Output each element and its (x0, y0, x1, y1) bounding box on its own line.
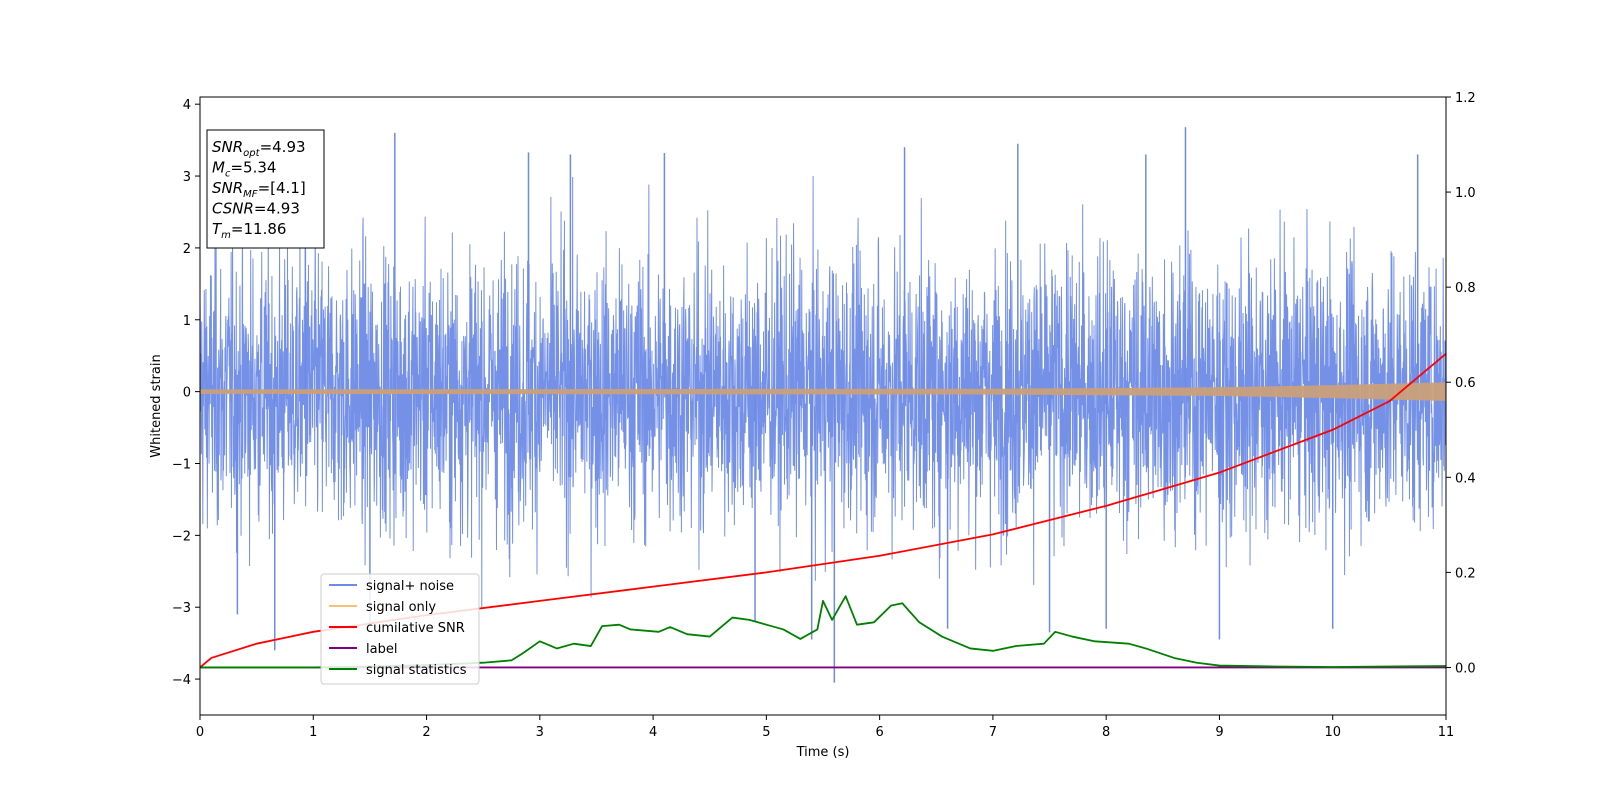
y-left-tick-label: 3 (183, 170, 191, 185)
x-tick-label: 4 (649, 725, 657, 740)
x-tick-label: 1 (309, 725, 317, 740)
y-left-tick-label: 1 (183, 314, 191, 329)
y-left-tick-label: −4 (172, 673, 191, 688)
signal-statistics-line (200, 595, 1446, 669)
x-tick-label: 10 (1324, 725, 1341, 740)
x-axis-label: Time (s) (796, 745, 850, 760)
x-tick-label: 0 (196, 725, 204, 740)
legend-label: signal only (366, 600, 436, 615)
x-tick-label: 9 (1215, 725, 1223, 740)
y-left-tick-label: −2 (172, 529, 191, 544)
y-right-tick-label: 0.6 (1455, 376, 1476, 391)
y-left-tick-label: 0 (183, 386, 191, 401)
legend-label: signal+ noise (366, 579, 454, 594)
y-right-tick-label: 0.2 (1455, 566, 1476, 581)
x-tick-label: 5 (762, 725, 770, 740)
plot-frame (199, 96, 1447, 716)
info-box-frame (206, 129, 325, 249)
info-box-line: Tm=11.86 (212, 220, 286, 241)
cumulative-snr-line (200, 353, 1446, 669)
y-right-tick-label: 0.8 (1455, 281, 1476, 296)
y-right-tick-label: 0.0 (1455, 661, 1476, 676)
legend-label: cumilative SNR (366, 621, 465, 636)
x-tick-label: 6 (875, 725, 883, 740)
x-tick-label: 3 (536, 725, 544, 740)
info-box-line: CSNR=4.93 (212, 200, 300, 218)
y-left-tick-label: −3 (172, 601, 191, 616)
signal-noise-line (200, 176, 1446, 608)
legend: signal+ noise signal only cumilative SNR la… (320, 573, 480, 685)
y-right-tick-label: 1.0 (1455, 186, 1476, 201)
legend-frame (320, 573, 480, 685)
x-tick-label: 2 (422, 725, 430, 740)
y-left-tick-label: 2 (183, 242, 191, 257)
y-right-tick-label: 1.2 (1455, 91, 1476, 106)
signal-only-line (200, 382, 1446, 401)
legend-label: signal statistics (366, 663, 467, 678)
info-box-line: SNRMF=[4.1] (212, 179, 306, 200)
y-right-tick-label: 0.4 (1455, 471, 1476, 486)
info-box-line: Mc=5.34 (212, 159, 276, 180)
y-axis-label: Whitened strain (149, 354, 164, 457)
x-tick-label: 8 (1102, 725, 1110, 740)
axes: 0 1 2 3 4 5 6 7 8 9 10 1143210−1−2−3−41.21.00.80.60… (172, 91, 1476, 740)
x-tick-label: 7 (989, 725, 997, 740)
y-left-tick-label: 4 (183, 98, 191, 113)
y-left-tick-label: −1 (172, 457, 191, 472)
legend-label: label (366, 642, 397, 657)
x-tick-label: 11 (1438, 725, 1455, 740)
info-box-line: SNRopt=4.93 (212, 138, 306, 159)
